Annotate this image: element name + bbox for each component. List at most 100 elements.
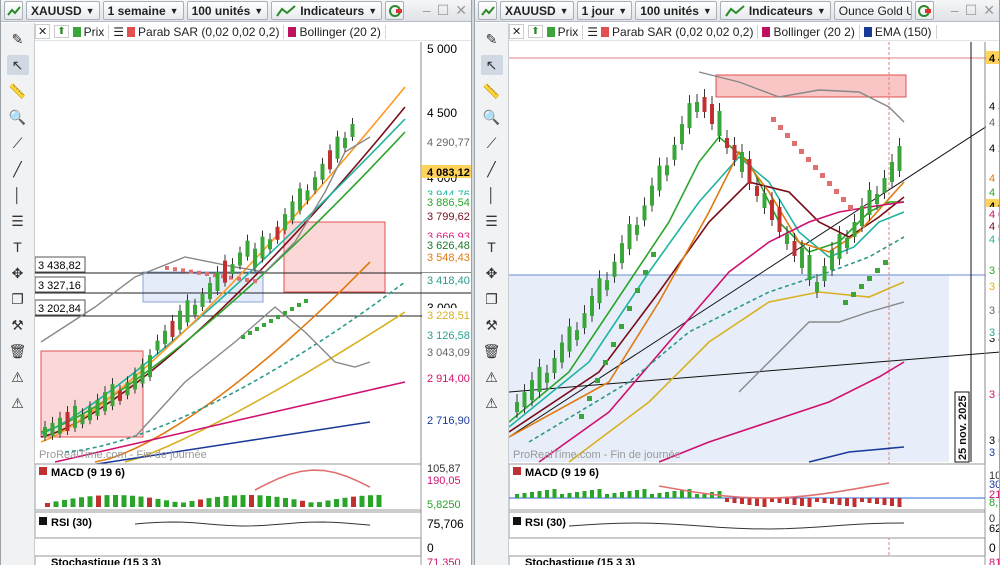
price-chart-area[interactable]: ProRealTime.com - Fin de journée 25 nov. … — [508, 42, 1000, 565]
trendline-icon[interactable]: ╱ — [13, 160, 22, 177]
macd-histogram-bar — [687, 489, 692, 498]
minimize-icon[interactable]: – — [422, 2, 431, 18]
rsi-panel-icon — [39, 517, 47, 525]
vertical-line-icon[interactable]: │ — [487, 187, 496, 203]
chevron-down-icon: ▼ — [368, 5, 378, 16]
maximize-icon[interactable]: ☐ — [436, 2, 450, 18]
ruler-icon[interactable]: 📏 — [8, 82, 27, 99]
candle-body — [80, 414, 85, 425]
close-icon[interactable]: ✕ — [35, 24, 51, 39]
alert-down-icon[interactable]: ⚠ — [485, 394, 498, 411]
copy-icon[interactable]: ❐ — [485, 290, 498, 307]
chart-window-daily[interactable]: XAUUSD ▼ 1 jour ▼ 100 unités ▼ Indicateurs … — [474, 0, 1000, 565]
segment-icon[interactable]: ⟋ — [12, 134, 23, 151]
segment-icon[interactable]: ⟋ — [486, 134, 497, 151]
cursor-icon[interactable]: ↖ — [480, 55, 503, 75]
cursor-icon[interactable]: ↖ — [6, 55, 29, 75]
candle-body — [178, 310, 182, 330]
sar-dot — [771, 117, 776, 122]
bollinger-upper-band — [40, 136, 371, 343]
macd-histogram-bar — [155, 498, 161, 507]
macd-histogram-bar — [189, 500, 195, 507]
candle-body — [103, 392, 107, 412]
chart-window-weekly[interactable]: XAUUSD ▼ 1 semaine ▼ 100 unités ▼ Indicateu… — [0, 0, 472, 565]
period-select[interactable]: 1 semaine ▼ — [102, 1, 184, 20]
text-icon[interactable]: T — [487, 239, 496, 255]
chart-type-icon[interactable] — [4, 1, 23, 20]
chevron-down-icon: ▼ — [85, 5, 95, 16]
macd-histogram-bar — [582, 491, 587, 498]
fibonacci-icon[interactable]: ☰ — [11, 212, 24, 229]
trash-icon[interactable]: 🗑 — [8, 342, 27, 359]
candle-body — [897, 146, 902, 171]
sync-button[interactable] — [385, 1, 405, 20]
sync-button[interactable] — [914, 1, 934, 20]
expand-icon[interactable]: ⬆ — [54, 25, 69, 38]
close-icon[interactable]: ✕ — [455, 2, 467, 18]
trash-icon[interactable]: 🗑 — [482, 342, 501, 359]
macd-value: 100 — [989, 470, 1000, 482]
legend-item-sar[interactable]: ☰ Parab SAR (0,02 0,02 0,2) — [587, 24, 759, 39]
copy-icon[interactable]: ❐ — [11, 290, 24, 307]
legend-item-price[interactable]: Prix — [72, 24, 110, 39]
close-icon[interactable]: ✕ — [509, 24, 525, 39]
tools-icon[interactable]: ⚒ — [11, 316, 24, 333]
minimize-icon[interactable]: – — [950, 2, 959, 18]
indicators-button[interactable]: Indicateurs ▼ — [271, 1, 383, 20]
period-select[interactable]: 1 jour ▼ — [576, 1, 633, 20]
macd-histogram-bar — [590, 490, 594, 498]
symbol-select[interactable]: XAUUSD ▼ — [26, 1, 100, 20]
chart-type-icon[interactable] — [478, 1, 497, 20]
alert-icon[interactable]: ⚠ — [11, 368, 24, 385]
watermark-text: ProRealTime.com - Fin de journée — [39, 449, 207, 461]
candle-body — [860, 206, 864, 226]
ma-line-yellow — [568, 281, 905, 463]
pen-icon[interactable]: ✎ — [485, 30, 498, 47]
ruler-icon[interactable]: 📏 — [482, 82, 501, 99]
candle-body — [313, 177, 317, 191]
symbol-select[interactable]: XAUUSD ▼ — [500, 1, 574, 20]
text-icon[interactable]: T — [13, 239, 22, 255]
candle-body — [163, 330, 167, 344]
legend-item-bollinger[interactable]: Bollinger (20 2) — [762, 24, 860, 39]
zoom-icon[interactable]: 🔍 — [482, 108, 501, 125]
indicators-button[interactable]: Indicateurs ▼ — [719, 1, 831, 20]
candle-body — [575, 330, 579, 341]
fibonacci-icon[interactable]: ☰ — [485, 212, 498, 229]
legend-item-bollinger[interactable]: Bollinger (20 2) — [288, 24, 386, 39]
close-icon[interactable]: ✕ — [983, 2, 995, 18]
candle-body — [193, 304, 197, 315]
trendline-icon[interactable]: ╱ — [487, 160, 496, 177]
candle-body — [335, 136, 340, 159]
stoch-panel — [508, 555, 986, 565]
move-icon[interactable]: ✥ — [11, 264, 24, 281]
alert-icon[interactable]: ⚠ — [485, 368, 498, 385]
sync-icon — [918, 4, 932, 17]
legend-item-sar[interactable]: ☰ Parab SAR (0,02 0,02 0,2) — [113, 24, 285, 39]
candle-body — [545, 372, 549, 383]
pen-icon[interactable]: ✎ — [11, 30, 24, 47]
candle-body — [687, 103, 692, 129]
zoom-icon[interactable]: 🔍 — [8, 108, 27, 125]
tools-icon[interactable]: ⚒ — [485, 316, 498, 333]
macd-histogram-bar — [627, 491, 632, 498]
indicators-icon — [276, 4, 296, 17]
rsi-value: 0 — [427, 541, 434, 555]
legend-item-price[interactable]: Prix — [546, 24, 584, 39]
macd-histogram-bar — [257, 495, 263, 507]
expand-icon[interactable]: ⬆ — [528, 25, 543, 38]
alert-down-icon[interactable]: ⚠ — [11, 394, 24, 411]
price-tick-label: 4 500 — [427, 106, 457, 120]
macd-histogram-bar — [657, 493, 662, 498]
price-tag-bg — [986, 279, 999, 292]
candle-body — [612, 261, 617, 277]
legend-item-ema[interactable]: EMA (150) — [863, 24, 937, 39]
maximize-icon[interactable]: ☐ — [964, 2, 978, 18]
units-select[interactable]: 100 unités ▼ — [635, 1, 717, 20]
move-icon[interactable]: ✥ — [485, 264, 498, 281]
vertical-line-icon[interactable]: │ — [13, 187, 22, 203]
units-select[interactable]: 100 unités ▼ — [186, 1, 269, 20]
price-tag: 4 013,10 — [989, 234, 1000, 246]
price-chart-area[interactable]: 3 438,82 3 327,16 3 202,84 ProRealTime.com … — [34, 42, 471, 565]
zone-box-red — [283, 221, 386, 293]
